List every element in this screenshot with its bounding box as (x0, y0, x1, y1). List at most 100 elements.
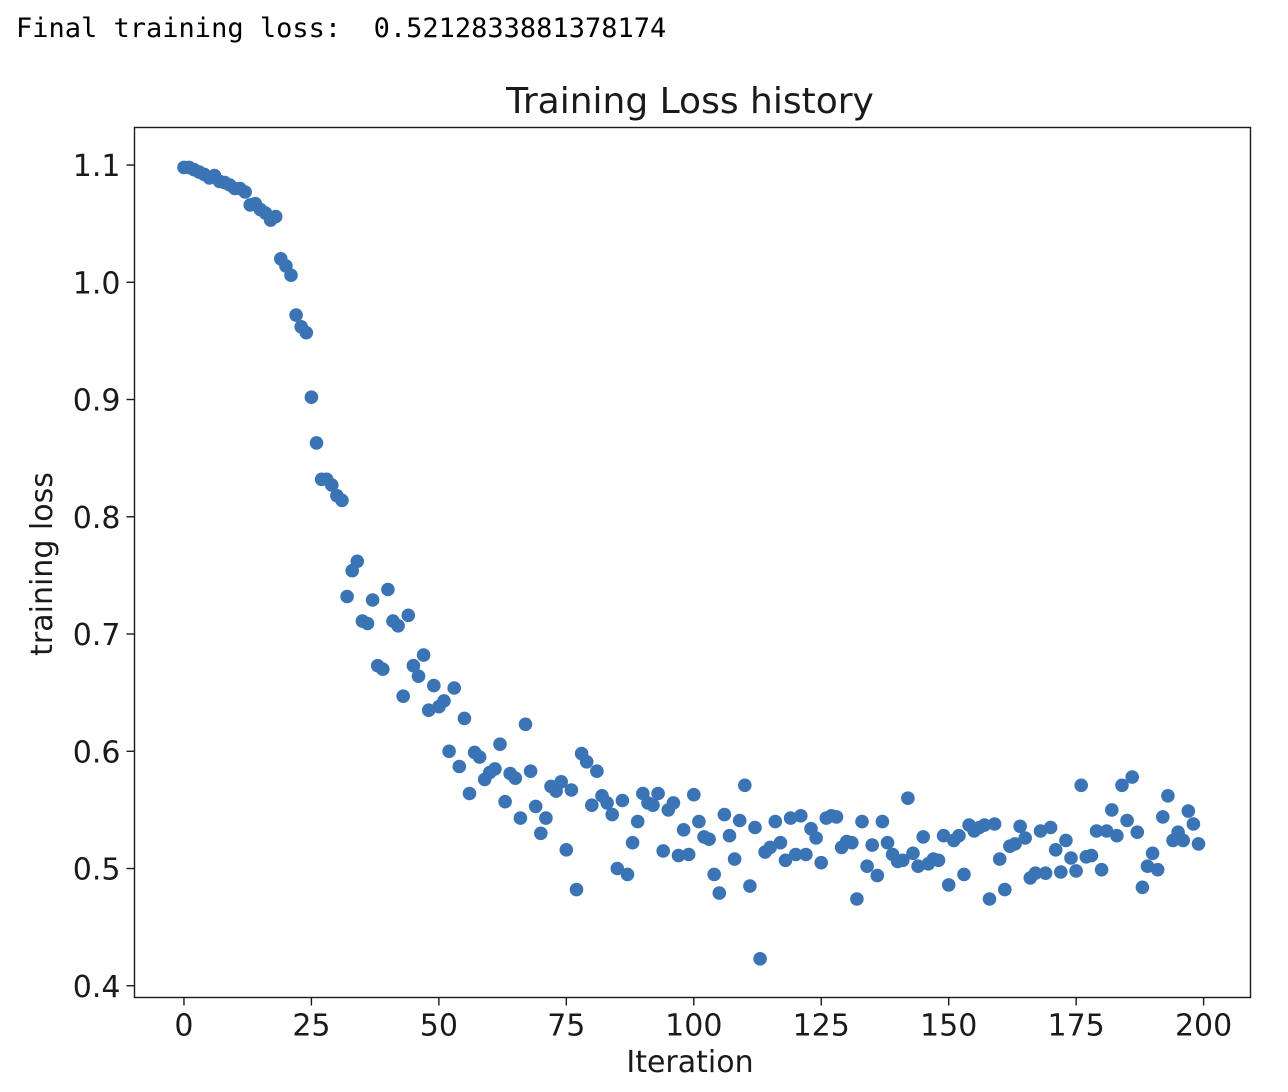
data-point (712, 886, 727, 900)
data-point (304, 390, 319, 405)
data-point (778, 853, 793, 868)
data-point (610, 861, 625, 876)
data-point (590, 764, 604, 778)
data-point (1089, 824, 1104, 838)
axis-ticks: 0 25 50 75 100 125 150 175 200 0.4 0.5 0.6 0.7 0.8 0.9… (73, 149, 1232, 1043)
data-point (411, 669, 426, 683)
x-tick-label: 100 (665, 1009, 722, 1044)
data-point (982, 892, 997, 906)
y-tick-label: 1.0 (73, 266, 121, 301)
y-tick-label: 0.7 (73, 618, 121, 653)
data-point (309, 436, 324, 450)
data-point (559, 843, 574, 857)
data-point (768, 814, 783, 829)
data-point (1059, 833, 1073, 848)
data-point (539, 811, 553, 825)
data-point (722, 828, 737, 843)
data-point (666, 796, 681, 810)
y-tick-label: 1.1 (73, 149, 121, 184)
data-point (794, 809, 808, 823)
x-tick-label: 25 (292, 1009, 330, 1044)
data-point (952, 828, 966, 843)
data-point (814, 855, 828, 870)
data-point (977, 818, 992, 832)
data-point (799, 847, 813, 862)
data-point (1028, 866, 1043, 880)
data-point (1191, 837, 1206, 851)
final-loss-output: Final training loss: 0.5212833881378174 (16, 12, 666, 46)
y-tick-label: 0.6 (73, 735, 121, 770)
data-point (268, 209, 283, 224)
data-point (406, 658, 421, 673)
data-point (738, 778, 752, 793)
data-point (727, 852, 742, 866)
data-point (625, 835, 640, 850)
data-point (534, 826, 548, 841)
data-point (671, 848, 686, 863)
data-point (238, 185, 252, 199)
data-point (523, 764, 538, 778)
data-point (732, 813, 747, 828)
data-point (391, 619, 405, 633)
scatter-points (177, 160, 1206, 966)
data-point (325, 478, 339, 492)
data-point (1048, 843, 1063, 857)
data-point (656, 844, 670, 858)
data-point (1130, 825, 1145, 839)
data-point (457, 711, 472, 726)
data-point (1145, 846, 1160, 861)
data-point (748, 820, 762, 835)
x-tick-label: 0 (174, 1009, 193, 1044)
x-tick-label: 50 (420, 1009, 458, 1044)
data-point (865, 838, 879, 852)
data-point (753, 952, 767, 966)
x-tick-label: 200 (1175, 1009, 1232, 1044)
data-point (284, 268, 298, 283)
y-tick-label: 0.9 (73, 384, 121, 419)
data-point (1094, 862, 1109, 877)
y-tick-label: 0.5 (73, 853, 121, 888)
x-tick-label: 175 (1048, 1009, 1105, 1044)
data-point (401, 608, 416, 623)
data-point (880, 835, 895, 850)
data-point (687, 787, 701, 802)
x-axis-label: Iteration (626, 1045, 753, 1080)
data-point (896, 853, 910, 868)
data-point (829, 810, 844, 824)
data-point (992, 852, 1007, 866)
final-loss-value: 0.5212833881378174 (373, 13, 667, 44)
data-point (860, 859, 874, 873)
data-point (783, 811, 798, 825)
data-point (528, 799, 543, 814)
data-point (518, 717, 533, 732)
data-point (289, 308, 303, 322)
data-point (906, 846, 920, 861)
data-point (911, 859, 925, 873)
data-point (850, 892, 864, 906)
data-point (376, 662, 390, 676)
final-loss-label: Final training loss: (16, 13, 374, 44)
data-point (605, 807, 619, 822)
data-point (916, 830, 930, 844)
data-point (788, 847, 803, 862)
data-point (809, 831, 823, 845)
data-point (1008, 837, 1022, 851)
data-point (472, 750, 487, 764)
x-tick-label: 150 (920, 1009, 977, 1044)
data-point (717, 807, 732, 822)
data-point (1176, 833, 1190, 848)
y-axis-label: training loss (25, 472, 60, 656)
data-point (452, 759, 467, 774)
data-point (437, 694, 451, 708)
data-point (1150, 862, 1165, 877)
data-point (845, 835, 859, 850)
data-point (416, 648, 431, 662)
data-point (421, 703, 436, 717)
data-point (365, 593, 380, 607)
data-point (957, 867, 971, 882)
data-point (1156, 810, 1170, 824)
data-point (1186, 817, 1201, 831)
data-point (513, 811, 528, 825)
data-point (585, 798, 599, 812)
chart-title: Training Loss history (505, 81, 874, 122)
